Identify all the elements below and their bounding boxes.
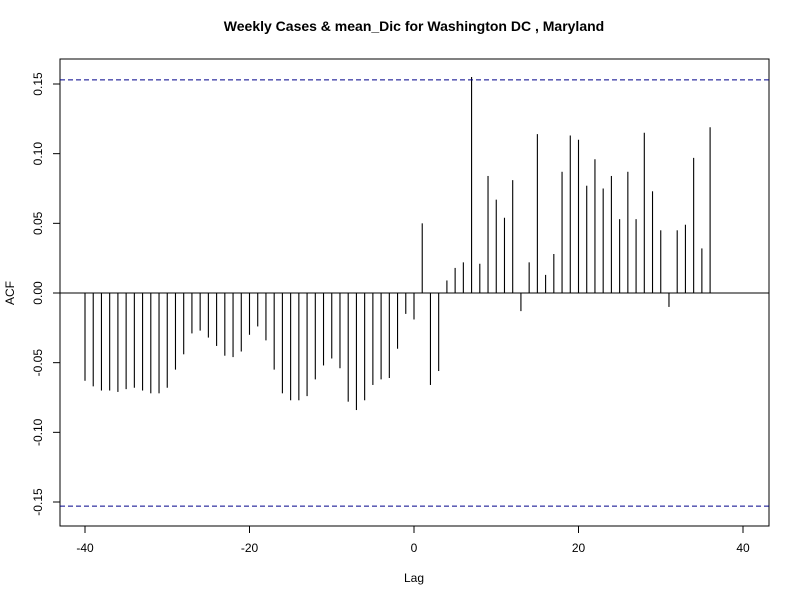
x-axis: -40 -20 0 20 40	[76, 525, 750, 555]
x-tick-label: -40	[76, 541, 94, 555]
y-tick-label: 0.00	[31, 281, 45, 305]
confidence-lines	[60, 79, 769, 507]
y-tick-label: -0.05	[31, 349, 45, 377]
x-tick-label: 40	[736, 541, 750, 555]
chart-title: Weekly Cases & mean_Dic for Washington D…	[224, 18, 604, 34]
x-tick-label: 20	[572, 541, 586, 555]
x-tick-label: -20	[241, 541, 259, 555]
x-tick-label: 0	[411, 541, 418, 555]
y-axis-label: ACF	[3, 281, 17, 305]
y-tick-label: 0.05	[31, 211, 45, 235]
y-tick-label: -0.10	[31, 418, 45, 446]
y-axis: -0.15 -0.10 -0.05 0.00 0.05 0.10 0.15	[31, 72, 61, 516]
y-tick-label: -0.15	[31, 488, 45, 516]
x-axis-label: Lag	[404, 571, 424, 585]
acf-bars	[60, 77, 769, 411]
y-tick-label: 0.10	[31, 142, 45, 166]
y-tick-label: 0.15	[31, 72, 45, 96]
